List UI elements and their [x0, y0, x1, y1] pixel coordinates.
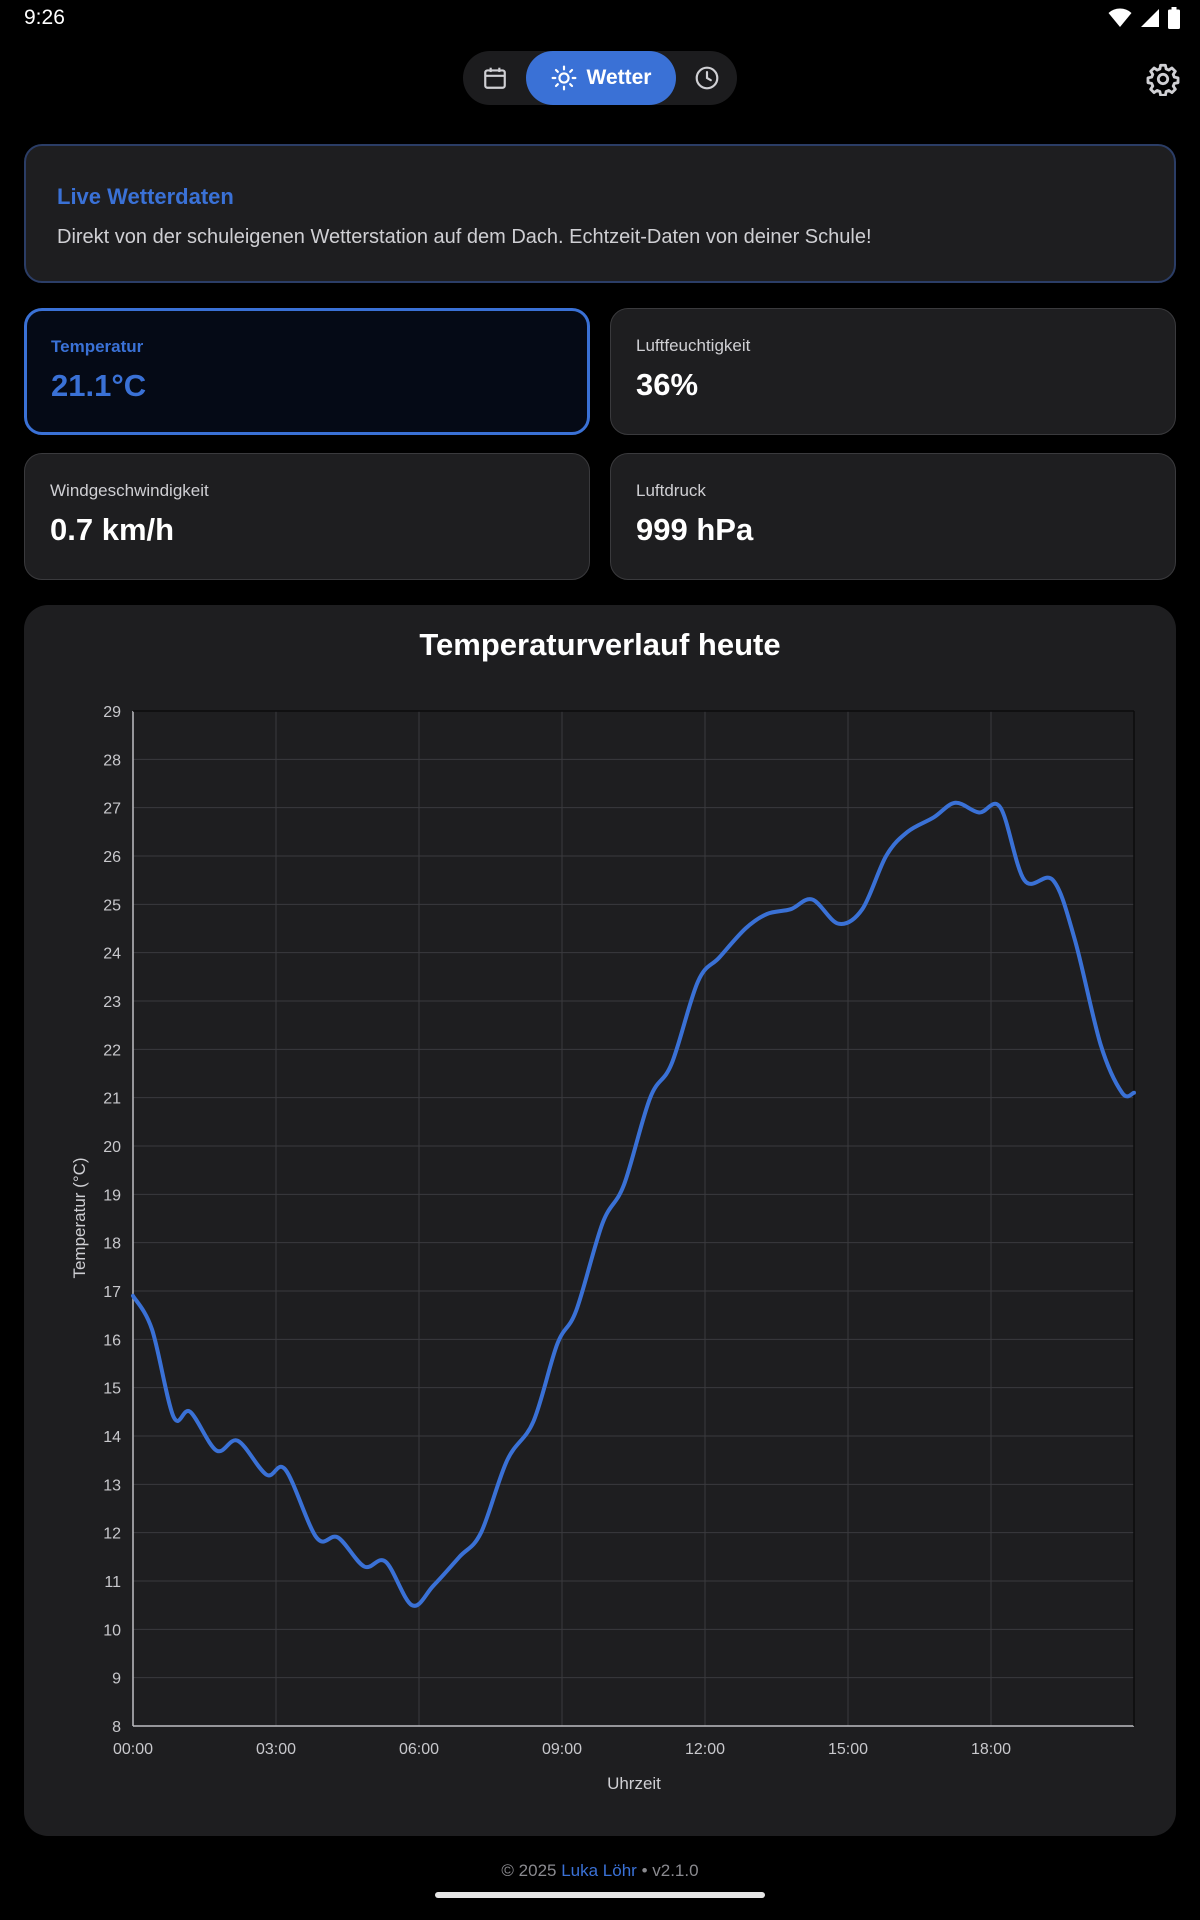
view-switcher: Wetter	[463, 51, 737, 105]
x-tick-label: 12:00	[685, 1741, 725, 1758]
wind-speed-label: Windgeschwindigkeit	[50, 481, 209, 500]
y-tick-label: 22	[103, 1042, 121, 1059]
footer-author-link[interactable]: Luka Löhr	[561, 1861, 637, 1880]
y-tick-label: 29	[103, 704, 121, 721]
wind-speed-value: 0.7 km/h	[50, 512, 175, 547]
settings-button[interactable]	[1146, 62, 1180, 97]
clock-icon	[695, 66, 718, 90]
chart-series	[131, 800, 1136, 1608]
weather-tab[interactable]: Wetter	[526, 51, 676, 105]
status-icons	[1108, 7, 1180, 29]
y-tick-label: 23	[103, 994, 121, 1011]
y-tick-label: 16	[103, 1332, 121, 1349]
temperature-series-line	[131, 800, 1136, 1608]
y-tick-label: 10	[103, 1622, 121, 1639]
battery-icon	[1168, 7, 1180, 29]
y-tick-label: 12	[103, 1526, 121, 1543]
clock-tab[interactable]	[676, 51, 737, 105]
y-tick-label: 8	[112, 1719, 121, 1736]
wifi-icon	[1108, 8, 1132, 27]
temperature-value: 21.1°C	[51, 368, 147, 403]
y-tick-label: 20	[103, 1139, 121, 1156]
calendar-icon	[483, 67, 506, 89]
footer: © 2025 Luka Löhr • v2.1.0	[0, 1861, 1200, 1881]
home-indicator	[435, 1892, 765, 1898]
live-weather-info-card: Live Wetterdaten Direkt von der schuleig…	[24, 144, 1176, 283]
info-text: Direkt von der schuleigenen Wetterstatio…	[57, 226, 872, 248]
temperature-chart-card: Temperaturverlauf heute 8 9 10 11 12 13 14 15 16…	[24, 605, 1176, 1836]
temperature-chart: Temperaturverlauf heute 8 9 10 11 12 13 14 15 16…	[70, 627, 1136, 1793]
y-tick-label: 9	[112, 1671, 121, 1688]
y-tick-label: 28	[103, 752, 121, 769]
y-tick-label: 24	[103, 946, 121, 963]
wind-speed-card[interactable]: Windgeschwindigkeit 0.7 km/h	[24, 453, 590, 580]
humidity-card[interactable]: Luftfeuchtigkeit 36%	[610, 308, 1176, 435]
calendar-tab[interactable]	[463, 51, 526, 105]
y-tick-label: 14	[103, 1429, 121, 1446]
footer-version: • v2.1.0	[636, 1861, 699, 1880]
chart-title: Temperaturverlauf heute	[419, 627, 780, 662]
cellular-signal-icon	[1141, 9, 1159, 27]
status-time: 9:26	[24, 6, 65, 29]
x-tick-label: 15:00	[828, 1741, 868, 1758]
x-tick-label: 03:00	[256, 1741, 296, 1758]
y-tick-label: 11	[104, 1574, 121, 1591]
y-tick-label: 18	[103, 1236, 121, 1253]
x-tick-label: 06:00	[399, 1741, 439, 1758]
weather-tab-label: Wetter	[586, 66, 652, 89]
pressure-label: Luftdruck	[636, 481, 706, 500]
x-axis-label: Uhrzeit	[607, 1774, 661, 1793]
y-tick-label: 21	[103, 1091, 121, 1108]
y-tick-label: 26	[103, 849, 121, 866]
x-tick-label: 09:00	[542, 1741, 582, 1758]
humidity-label: Luftfeuchtigkeit	[636, 336, 751, 355]
x-tick-label: 00:00	[113, 1741, 153, 1758]
pressure-value: 999 hPa	[636, 512, 754, 547]
y-tick-label: 15	[103, 1381, 121, 1398]
y-tick-label: 25	[103, 897, 121, 914]
y-axis-ticks: 8 9 10 11 12 13 14 15 16 17 18 19 20 21 22 23 24 25 26 27 28…	[103, 704, 121, 1736]
status-bar: 9:26	[0, 0, 1200, 36]
y-tick-label: 17	[103, 1284, 121, 1301]
pressure-card[interactable]: Luftdruck 999 hPa	[610, 453, 1176, 580]
y-tick-label: 19	[103, 1187, 121, 1204]
chart-grid	[132, 710, 1135, 1727]
y-axis-label: Temperatur (°C)	[70, 1157, 89, 1278]
temperature-label: Temperatur	[51, 337, 144, 356]
x-axis-ticks: 00:00 03:00 06:00 09:00 12:00 15:00 18:00	[113, 1741, 1011, 1758]
gear-icon	[1146, 63, 1180, 97]
y-tick-label: 13	[103, 1477, 121, 1494]
x-tick-label: 18:00	[971, 1741, 1011, 1758]
temperature-card[interactable]: Temperatur 21.1°C	[24, 308, 590, 435]
info-title: Live Wetterdaten	[57, 184, 234, 209]
sun-icon	[551, 65, 576, 91]
y-tick-label: 27	[103, 801, 121, 818]
footer-copyright: © 2025	[501, 1861, 562, 1880]
humidity-value: 36%	[636, 367, 699, 402]
